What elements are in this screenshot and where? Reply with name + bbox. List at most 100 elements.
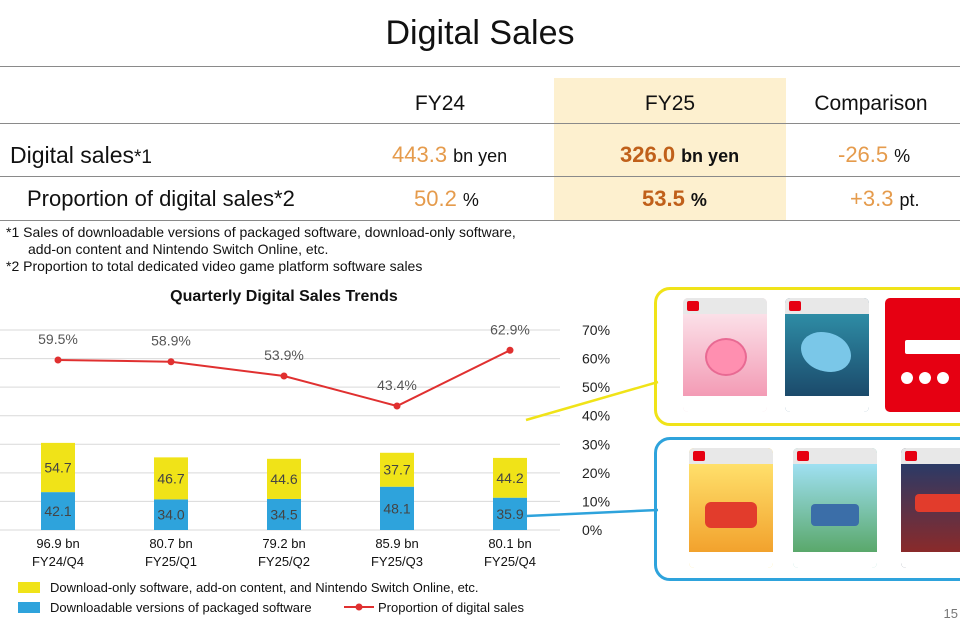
bar-download-only <box>41 442 75 493</box>
data-label-download-only: 44.2 <box>496 470 523 486</box>
proportion-label: 53.9% <box>264 347 304 363</box>
title-divider <box>0 66 960 67</box>
header-fy25: FY25 <box>644 92 696 115</box>
kirby-card <box>683 298 767 412</box>
legend-proportion: Proportion of digital sales <box>378 600 524 615</box>
download-only-products-box <box>654 287 960 426</box>
bar-packaged <box>154 499 188 530</box>
comparison-digital-sales: -26.5% <box>838 142 910 168</box>
digital-sales-label: Digital sales <box>10 142 134 168</box>
footnote-1: *1 Sales of downloadable versions of pac… <box>6 224 516 240</box>
fy24-proportion-value: 50.2 <box>414 186 457 211</box>
proportion-label: 43.4% <box>377 377 417 393</box>
mario-party-card <box>689 448 773 568</box>
x-tick-label: FY25/Q3 <box>371 554 423 569</box>
bar-download-only <box>493 457 527 498</box>
data-label-packaged: 48.1 <box>383 500 410 516</box>
header-fy24: FY24 <box>414 92 466 115</box>
bar-packaged <box>493 497 527 530</box>
proportion-point <box>393 402 401 410</box>
comparison-proportion: +3.3 pt. <box>850 186 919 212</box>
bar-download-only <box>267 458 301 499</box>
data-label-download-only: 46.7 <box>157 470 184 486</box>
y2-tick-label: 70% <box>582 322 610 338</box>
table-divider-2 <box>0 176 960 177</box>
proportion-point <box>506 346 514 354</box>
legend-download-only: Download-only software, add-on content, … <box>50 580 479 595</box>
y2-tick-label: 60% <box>582 351 610 367</box>
add-on-card <box>785 298 869 412</box>
zelda-card <box>793 448 877 568</box>
proportion-label: 58.9% <box>151 333 191 349</box>
proportion-label: Proportion of digital sales <box>27 186 275 211</box>
bar-total-label: 85.9 bn <box>375 536 418 551</box>
page-title: Digital Sales <box>385 14 575 52</box>
x-tick-label: FY25/Q2 <box>258 554 310 569</box>
proportion-label: 59.5% <box>38 331 78 347</box>
proportion-point <box>54 356 62 364</box>
fy25-proportion: 53.5% <box>642 186 707 212</box>
connector-lines <box>525 380 659 518</box>
fy24-proportion: 50.2% <box>414 186 479 212</box>
legend-swatch-packaged <box>18 602 40 613</box>
proportion-point <box>167 358 175 366</box>
legend-line-proportion <box>344 603 374 611</box>
page-number: 15 <box>943 606 958 621</box>
mario-kart-card <box>901 448 960 568</box>
comparison-digital-sales-value: -26.5 <box>838 142 889 167</box>
fy25-digital-sales-unit: bn yen <box>681 146 740 166</box>
bar-download-only <box>154 457 188 500</box>
row-label-digital-sales: Digital sales*1 <box>10 142 152 169</box>
bar-packaged <box>267 498 301 530</box>
row-label-proportion: Proportion of digital sales*2 <box>27 186 295 212</box>
fy25-proportion-unit: % <box>690 190 707 210</box>
y2-tick-label: 50% <box>582 379 610 395</box>
connector-blue <box>525 508 659 518</box>
comparison-digital-sales-unit: % <box>894 146 911 166</box>
fy25-proportion-value: 53.5 <box>642 186 685 211</box>
fy24-digital-sales-unit: bn yen <box>453 146 508 166</box>
comparison-proportion-value: +3.3 <box>850 186 894 211</box>
bar-total-label: 80.1 bn <box>488 536 531 551</box>
x-tick-label: FY24/Q4 <box>32 554 84 569</box>
bar-total-label: 96.9 bn <box>36 536 79 551</box>
y2-tick-label: 40% <box>582 408 610 424</box>
data-label-packaged: 34.5 <box>270 506 297 522</box>
bar-packaged <box>41 492 75 530</box>
switch-online-card <box>885 298 960 412</box>
data-label-download-only: 37.7 <box>383 462 410 478</box>
digital-sales-note: *1 <box>134 147 152 168</box>
y2-tick-label: 10% <box>582 493 610 509</box>
header-comparison: Comparison <box>814 92 928 115</box>
table-divider-3 <box>0 220 960 221</box>
fy24-digital-sales: 443.3 bn yen <box>392 142 507 168</box>
fy24-proportion-unit: % <box>462 190 479 210</box>
fy25-digital-sales-value: 326.0 <box>620 142 676 167</box>
connector-yellow <box>525 380 659 422</box>
x-tick-label: FY25/Q4 <box>484 554 536 569</box>
legend-packaged: Downloadable versions of packaged softwa… <box>50 600 312 615</box>
bar-total-label: 79.2 bn <box>262 536 305 551</box>
comparison-proportion-unit: pt. <box>899 190 920 210</box>
bar-total-label: 80.7 bn <box>149 536 192 551</box>
x-tick-label: FY25/Q1 <box>145 554 197 569</box>
bar-packaged <box>380 486 414 530</box>
y2-tick-label: 0% <box>582 522 602 538</box>
chart-title: Quarterly Digital Sales Trends <box>170 288 398 305</box>
proportion-point <box>280 372 288 380</box>
packaged-products-box <box>654 437 960 581</box>
data-label-packaged: 35.9 <box>496 506 523 522</box>
table-divider-1 <box>0 123 960 124</box>
data-label-packaged: 34.0 <box>157 507 184 523</box>
y2-tick-label: 20% <box>582 465 610 481</box>
fy25-highlight <box>554 78 786 220</box>
fy25-digital-sales: 326.0 bn yen <box>620 142 739 168</box>
proportion-note: *2 <box>274 186 295 211</box>
data-label-download-only: 54.7 <box>44 459 71 475</box>
footnote-1-cont: add-on content and Nintendo Switch Onlin… <box>28 241 329 257</box>
digital-sales-chart: 70% 60% 50% 40% 30% 20% 10% 0% 42.1 54.7 96.9 bn FY… <box>0 321 610 569</box>
proportion-label: 62.9% <box>490 321 530 337</box>
legend-swatch-download-only <box>18 582 40 593</box>
fy24-digital-sales-value: 443.3 <box>392 142 448 167</box>
y2-tick-label: 30% <box>582 436 610 452</box>
